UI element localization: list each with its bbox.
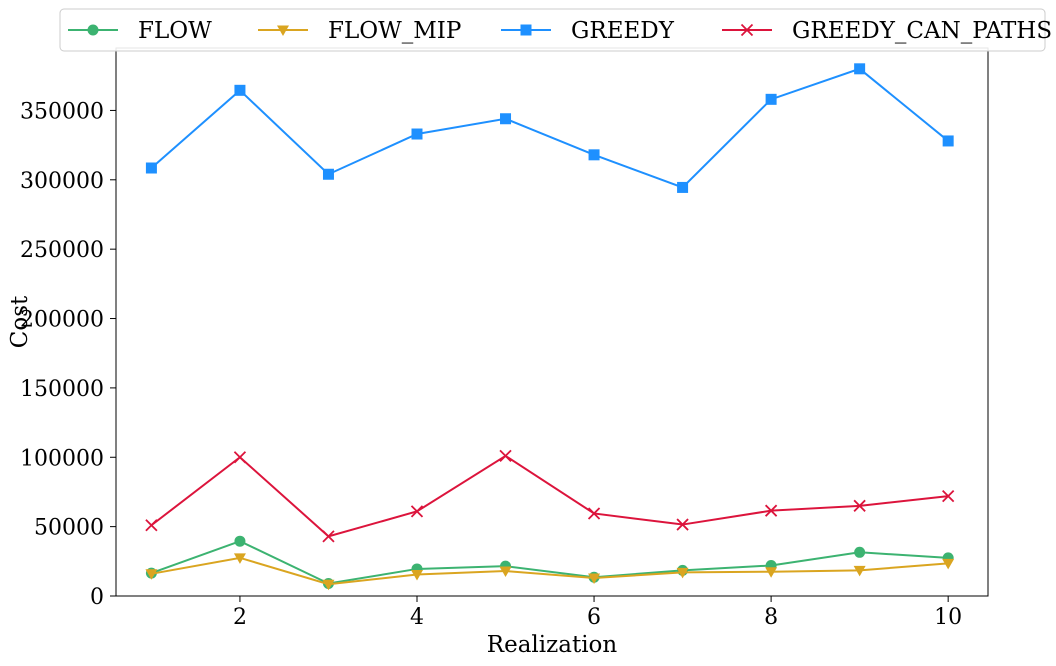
data-point-greedy bbox=[411, 129, 422, 140]
data-point-greedy bbox=[854, 63, 865, 74]
y-axis-label: Cost bbox=[7, 295, 33, 348]
y-tick-label: 50000 bbox=[34, 516, 104, 541]
legend-label: FLOW bbox=[138, 18, 212, 44]
x-tick-label: 10 bbox=[934, 605, 962, 630]
data-point-flow bbox=[854, 547, 865, 558]
data-point-greedy bbox=[234, 85, 245, 96]
legend-marker bbox=[88, 25, 99, 36]
data-point-greedy bbox=[589, 149, 600, 160]
data-point-greedy bbox=[146, 163, 157, 174]
legend: FLOW FLOW_MIP GREEDY GREEDY_CAN_PATHS bbox=[60, 9, 1052, 51]
legend-label: GREEDY_CAN_PATHS bbox=[792, 18, 1052, 44]
x-tick-label: 4 bbox=[410, 605, 424, 630]
data-point-flow bbox=[234, 536, 245, 547]
data-point-greedy bbox=[500, 113, 511, 124]
y-tick-label: 250000 bbox=[20, 238, 104, 263]
y-tick-label: 150000 bbox=[20, 377, 104, 402]
data-point-greedy bbox=[677, 182, 688, 193]
plot-area bbox=[116, 48, 988, 596]
legend-marker bbox=[521, 25, 532, 36]
x-tick-label: 6 bbox=[587, 605, 601, 630]
y-tick-label: 100000 bbox=[20, 446, 104, 471]
data-point-greedy bbox=[323, 169, 334, 180]
x-axis-label: Realization bbox=[487, 632, 618, 658]
legend-label: FLOW_MIP bbox=[328, 18, 461, 44]
x-tick-label: 8 bbox=[764, 605, 778, 630]
y-tick-label: 300000 bbox=[20, 169, 104, 194]
data-point-greedy bbox=[766, 94, 777, 105]
legend-label: GREEDY bbox=[571, 18, 675, 44]
x-tick-label: 2 bbox=[233, 605, 247, 630]
y-tick-label: 350000 bbox=[20, 99, 104, 124]
data-point-greedy bbox=[943, 135, 954, 146]
y-tick-label: 0 bbox=[90, 585, 104, 610]
